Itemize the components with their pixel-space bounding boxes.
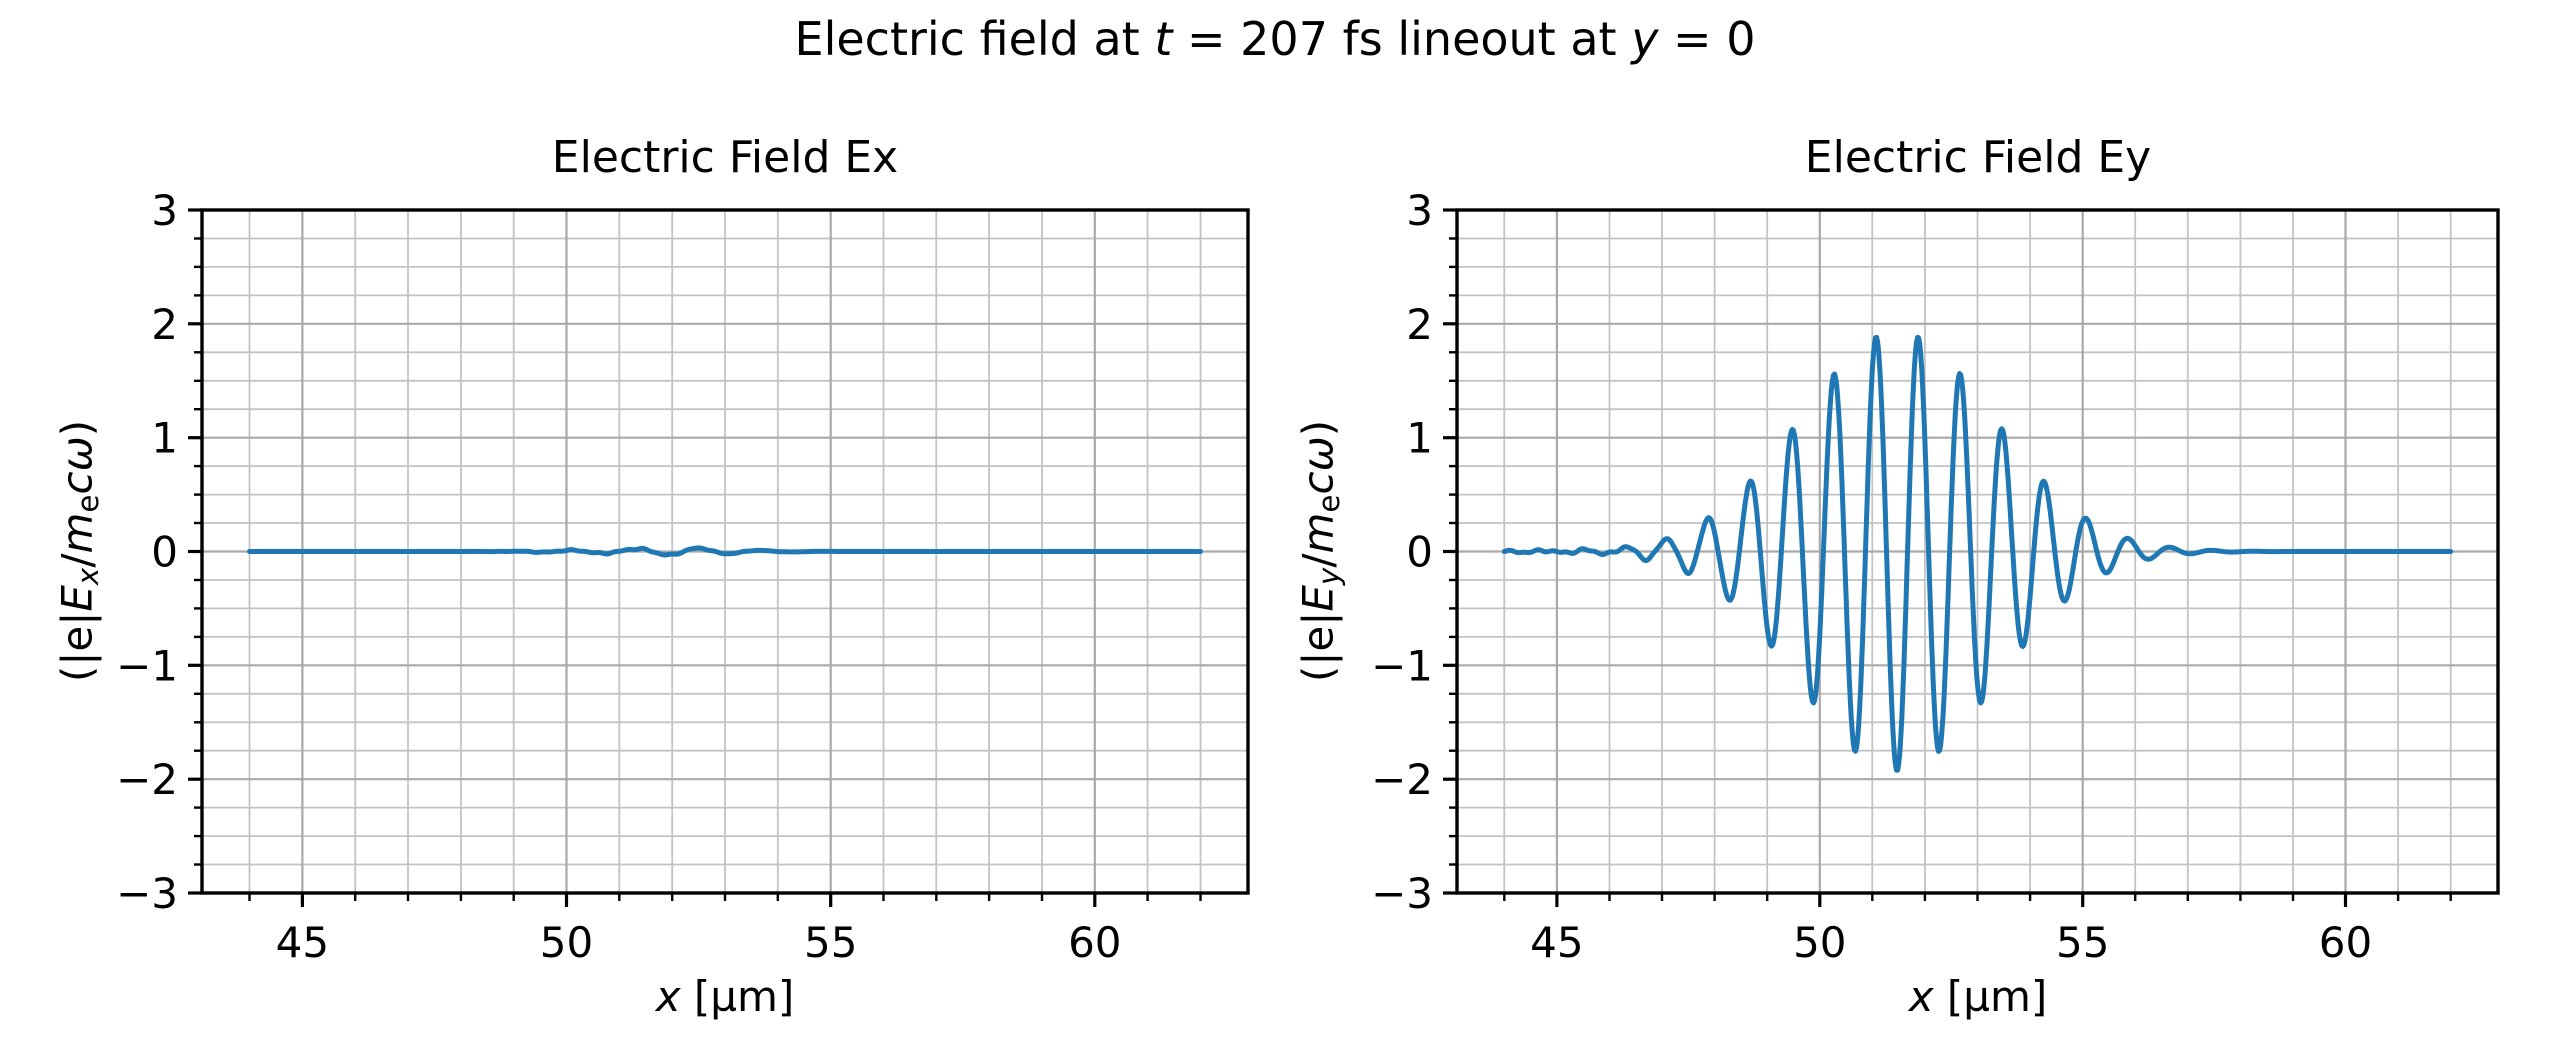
y-tick-label: 1 bbox=[151, 414, 178, 463]
x-tick-label: 50 bbox=[1793, 918, 1846, 967]
ticks bbox=[188, 208, 1202, 907]
ticks bbox=[1443, 208, 2452, 907]
y-tick-label: −3 bbox=[1371, 869, 1433, 918]
subplot-ex-xlabel: x [µm] bbox=[655, 972, 795, 1021]
y-tick-label: 2 bbox=[1406, 300, 1433, 349]
x-tick-label: 45 bbox=[1530, 918, 1583, 967]
subplot-ex: 45 50 55 60 −3 −2 −1 0 1 2 3 bbox=[116, 186, 1250, 967]
x-tick-label: 50 bbox=[540, 918, 593, 967]
y-tick-label: −2 bbox=[1371, 755, 1433, 804]
subplot-ey-title: Electric Field Ey bbox=[1804, 132, 2152, 183]
y-tick-label: 0 bbox=[1406, 528, 1433, 577]
subplot-ey: 45 50 55 60 −3 −2 −1 0 1 2 3 bbox=[1371, 186, 2500, 967]
y-tick-label: 3 bbox=[1406, 186, 1433, 235]
subplot-ex-ylabel: (|e|Ex/mecω) bbox=[52, 419, 105, 683]
ex-curve bbox=[247, 545, 1203, 558]
y-tick-label: −1 bbox=[116, 641, 178, 690]
y-tick-label: −3 bbox=[116, 869, 178, 918]
y-tick-label: 2 bbox=[151, 300, 178, 349]
y-tick-label: 1 bbox=[1406, 414, 1433, 463]
y-tick-label: 0 bbox=[151, 528, 178, 577]
ey-curve bbox=[1501, 334, 2454, 773]
subplot-ex-title: Electric Field Ex bbox=[551, 132, 899, 183]
x-tick-label: 55 bbox=[804, 918, 857, 967]
x-tick-label: 45 bbox=[276, 918, 329, 967]
subplot-ey-ylabel: (|e|Ey/mecω) bbox=[1293, 419, 1346, 683]
x-tick-label: 60 bbox=[2319, 918, 2372, 967]
subplot-ey-xlabel: x [µm] bbox=[1908, 972, 2048, 1021]
figure-suptitle: Electric field at t = 207 fs lineout at … bbox=[794, 12, 1756, 66]
x-tick-label: 55 bbox=[2056, 918, 2109, 967]
y-tick-label: −1 bbox=[1371, 641, 1433, 690]
y-tick-label: −2 bbox=[116, 755, 178, 804]
y-tick-label: 3 bbox=[151, 186, 178, 235]
x-tick-label: 60 bbox=[1068, 918, 1121, 967]
